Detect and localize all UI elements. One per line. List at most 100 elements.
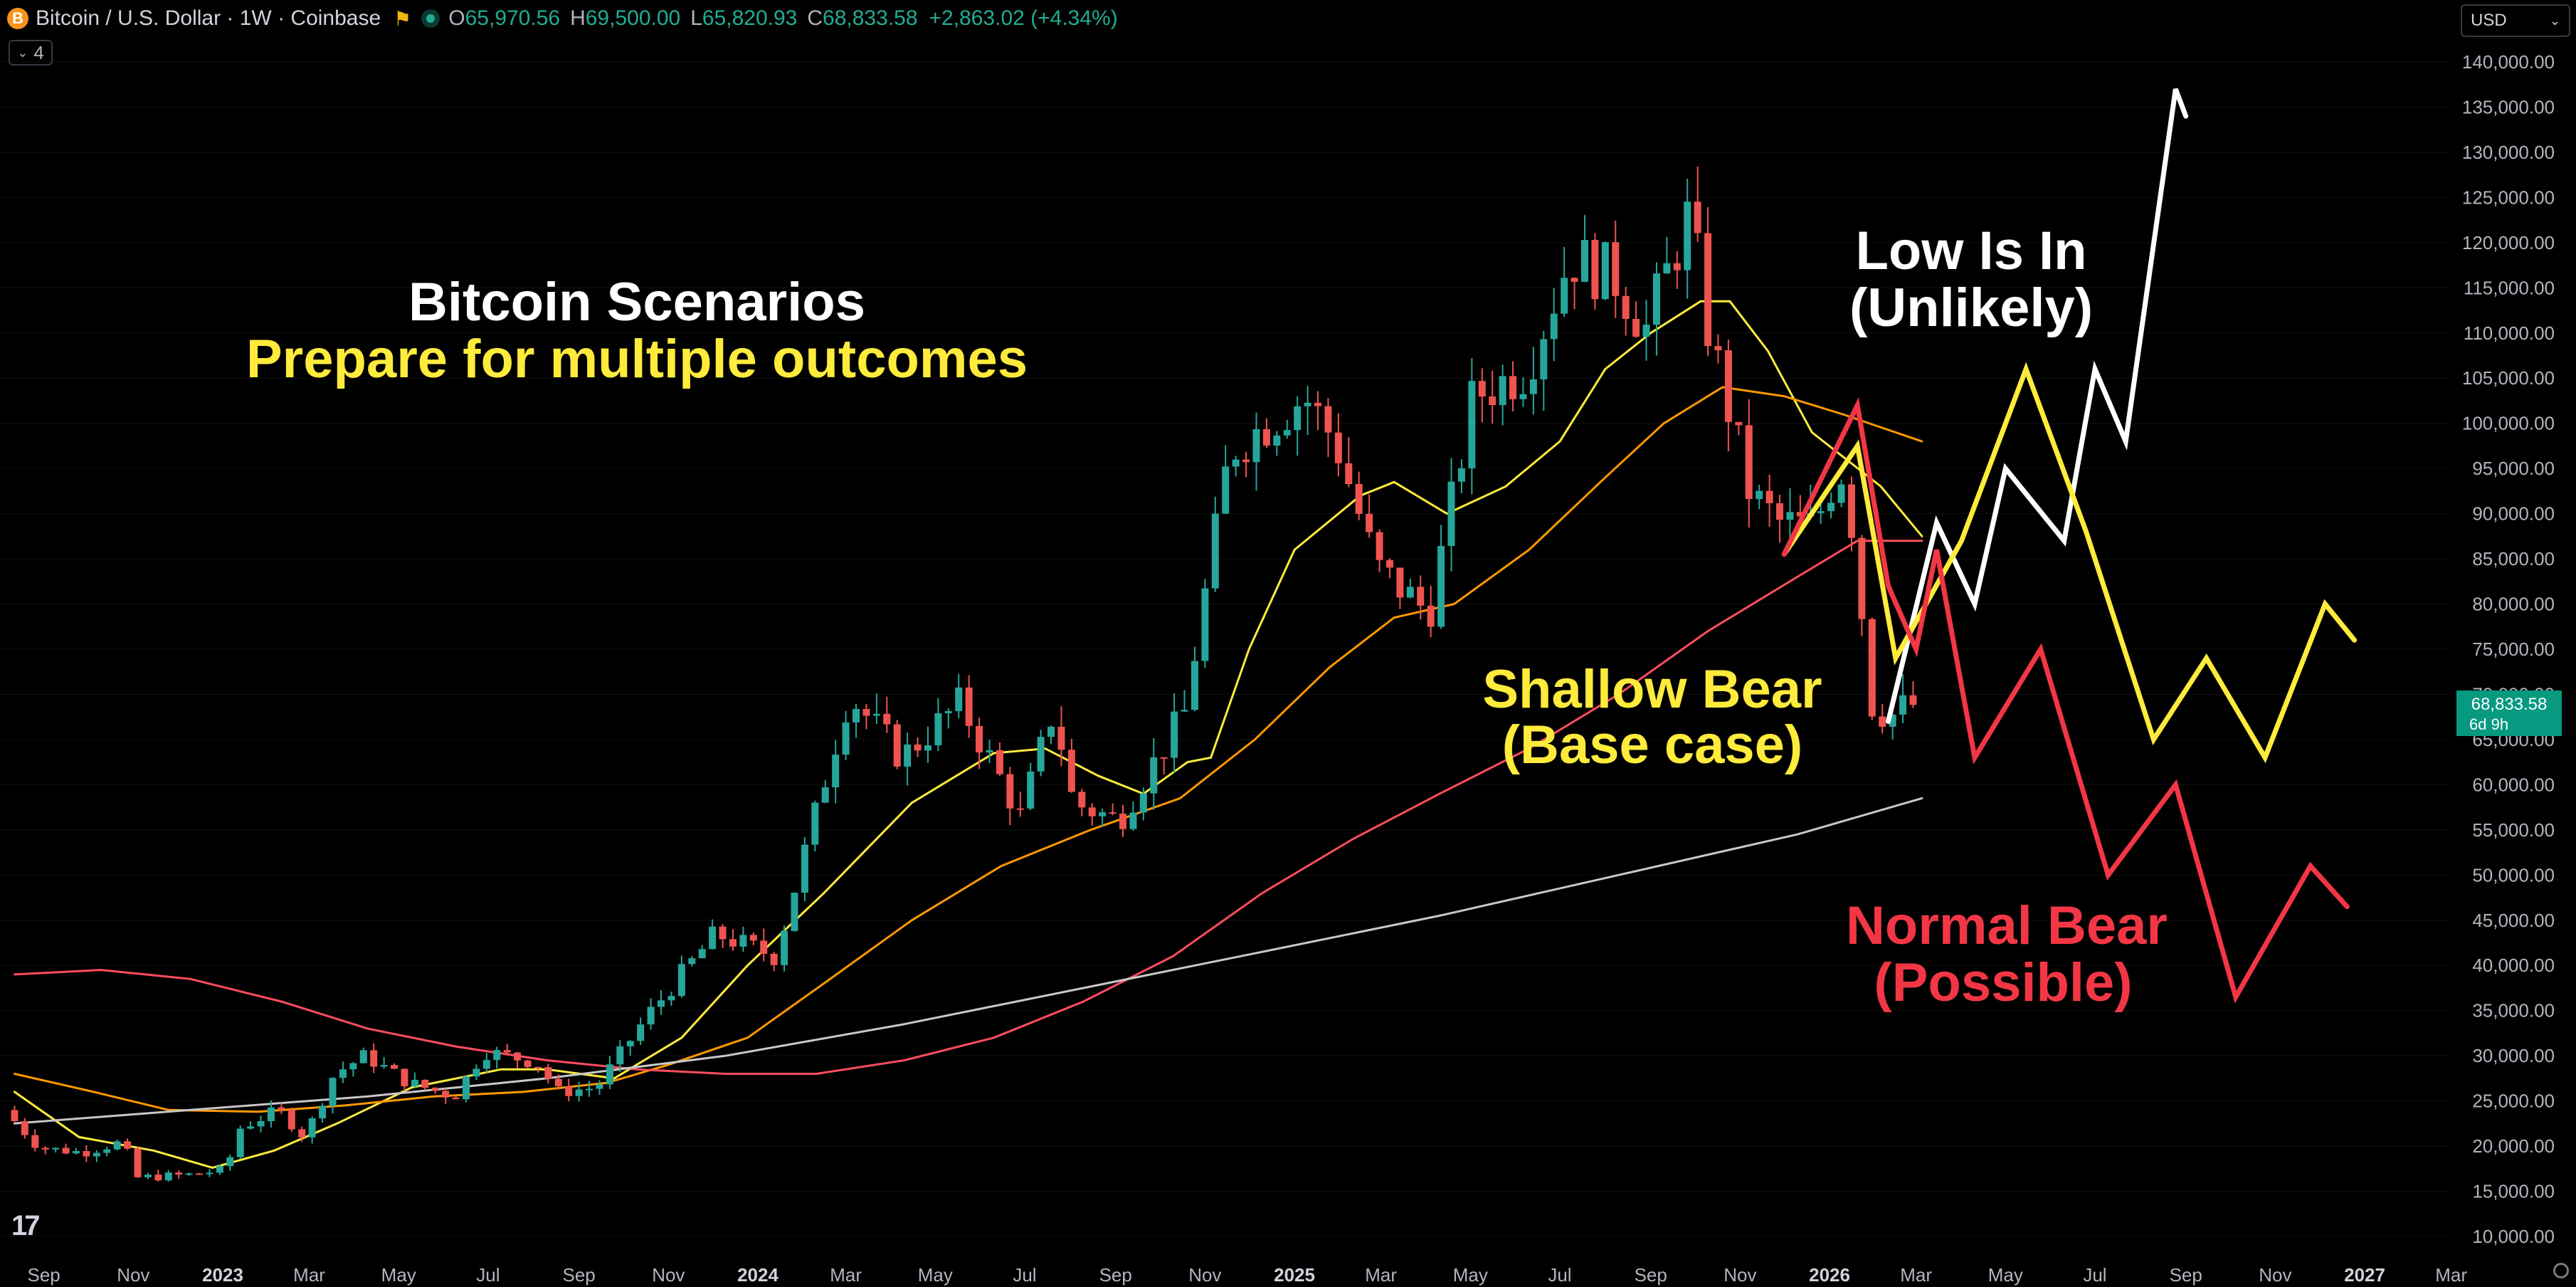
- close-value: 68,833.58: [823, 6, 918, 30]
- candle-body: [1673, 263, 1681, 270]
- candle-body: [134, 1148, 142, 1177]
- candle-body: [1242, 459, 1250, 463]
- candle-body: [463, 1076, 470, 1100]
- y-tick-label: 60,000.00: [2472, 774, 2555, 795]
- candle-body: [421, 1079, 429, 1088]
- y-tick-label: 40,000.00: [2472, 955, 2555, 976]
- candle-body: [1262, 429, 1270, 446]
- candle-body: [976, 725, 983, 753]
- candle-body: [11, 1110, 19, 1122]
- candle-body: [1366, 513, 1373, 532]
- candle-body: [41, 1147, 49, 1150]
- candle-body: [1417, 587, 1425, 606]
- candle-body: [1191, 661, 1198, 710]
- candle-body: [103, 1149, 111, 1153]
- y-tick-label: 80,000.00: [2472, 594, 2555, 615]
- candle-body: [1468, 381, 1476, 468]
- candle-body: [647, 1007, 655, 1025]
- candle-body: [1889, 714, 1896, 727]
- candle-body: [801, 844, 808, 893]
- candle-body: [503, 1050, 511, 1053]
- candle-body: [575, 1089, 583, 1096]
- sma-slow-line: [13, 540, 1923, 1075]
- candle-body: [1171, 711, 1178, 758]
- indicators-toggle[interactable]: ⌄ 4: [9, 40, 53, 65]
- candle-body: [1252, 429, 1260, 463]
- candle-body: [965, 687, 973, 726]
- candle-body: [226, 1157, 234, 1167]
- candle-body: [493, 1050, 501, 1061]
- candle-body: [1294, 406, 1302, 431]
- candle-body: [1529, 379, 1537, 394]
- candle-body: [83, 1151, 90, 1157]
- candle-body: [1324, 406, 1332, 433]
- x-tick-label: 2027: [2344, 1264, 2385, 1286]
- settings-gear-icon[interactable]: [2553, 1263, 2569, 1278]
- candle-body: [1745, 425, 1753, 500]
- currency-select[interactable]: USD ⌄: [2461, 4, 2570, 37]
- candle-body: [1457, 468, 1465, 482]
- candle-body: [1057, 726, 1065, 750]
- x-tick-label: Sep: [28, 1264, 60, 1286]
- market-status-icon[interactable]: [421, 9, 440, 28]
- scenario-normal-bear-path: [1781, 397, 2350, 1004]
- high-label: H: [570, 6, 586, 30]
- candle-body: [1273, 435, 1281, 446]
- candle-body: [144, 1175, 152, 1177]
- candle-body: [677, 964, 685, 997]
- candle-body: [1622, 295, 1630, 319]
- x-tick-label: May: [1988, 1264, 2023, 1286]
- sma-200-line: [13, 797, 1923, 1125]
- candle-body: [1612, 242, 1620, 296]
- candle-body: [1437, 545, 1445, 627]
- currency-value: USD: [2471, 11, 2507, 30]
- scenario-shallow-bear-path: [1781, 362, 2358, 764]
- candle-body: [1201, 588, 1209, 661]
- y-tick-label: 50,000.00: [2472, 864, 2555, 886]
- x-tick-label: Sep: [563, 1264, 596, 1286]
- candle-body: [1006, 774, 1014, 809]
- candle-body: [626, 1041, 634, 1046]
- y-tick-label: 95,000.00: [2472, 458, 2555, 479]
- chevron-down-icon: ⌄: [17, 45, 28, 60]
- chart-annotations: Bitcoin Scenarios Prepare for multiple o…: [246, 221, 2168, 1013]
- y-tick-label: 125,000.00: [2462, 187, 2555, 208]
- candle-body: [473, 1068, 480, 1077]
- candle-body: [606, 1064, 613, 1085]
- candle-body: [124, 1141, 132, 1149]
- candle-body: [308, 1118, 316, 1138]
- chevron-down-icon: ⌄: [2549, 13, 2560, 28]
- flag-icon[interactable]: ⚑: [394, 7, 412, 30]
- y-tick-label: 100,000.00: [2462, 413, 2555, 434]
- x-tick-label: Jul: [2083, 1264, 2106, 1286]
- low-value: 65,820.93: [702, 6, 798, 30]
- symbol-title[interactable]: Bitcoin / U.S. Dollar · 1W · Coinbase: [36, 6, 381, 30]
- candle-body: [554, 1078, 562, 1086]
- candle-body: [1088, 807, 1096, 816]
- tradingview-logo[interactable]: 17: [11, 1210, 40, 1241]
- candle-body: [1540, 339, 1548, 379]
- candle-body: [267, 1107, 275, 1122]
- y-tick-label: 135,000.00: [2462, 96, 2555, 117]
- y-tick-label: 10,000.00: [2472, 1226, 2555, 1247]
- chart-header: B Bitcoin / U.S. Dollar · 1W · Coinbase …: [0, 0, 1118, 37]
- candle-body: [1067, 750, 1075, 792]
- candle-body: [1735, 421, 1743, 426]
- x-tick-label: 2025: [1274, 1264, 1315, 1286]
- y-tick-label: 25,000.00: [2472, 1091, 2555, 1112]
- candle-body: [872, 713, 880, 716]
- candle-body: [1385, 560, 1393, 568]
- candle-body: [1016, 808, 1024, 810]
- candle-body: [1879, 716, 1886, 727]
- candle-body: [1642, 325, 1650, 337]
- candle-body: [1899, 695, 1907, 715]
- candle-body: [1663, 263, 1671, 274]
- candle-body: [1499, 376, 1506, 406]
- x-tick-label: Nov: [1188, 1264, 1221, 1286]
- candle-body: [1099, 812, 1107, 816]
- candle-body: [257, 1121, 265, 1127]
- candle-body: [1519, 394, 1527, 399]
- candle-body: [791, 893, 798, 931]
- candle-body: [883, 713, 891, 725]
